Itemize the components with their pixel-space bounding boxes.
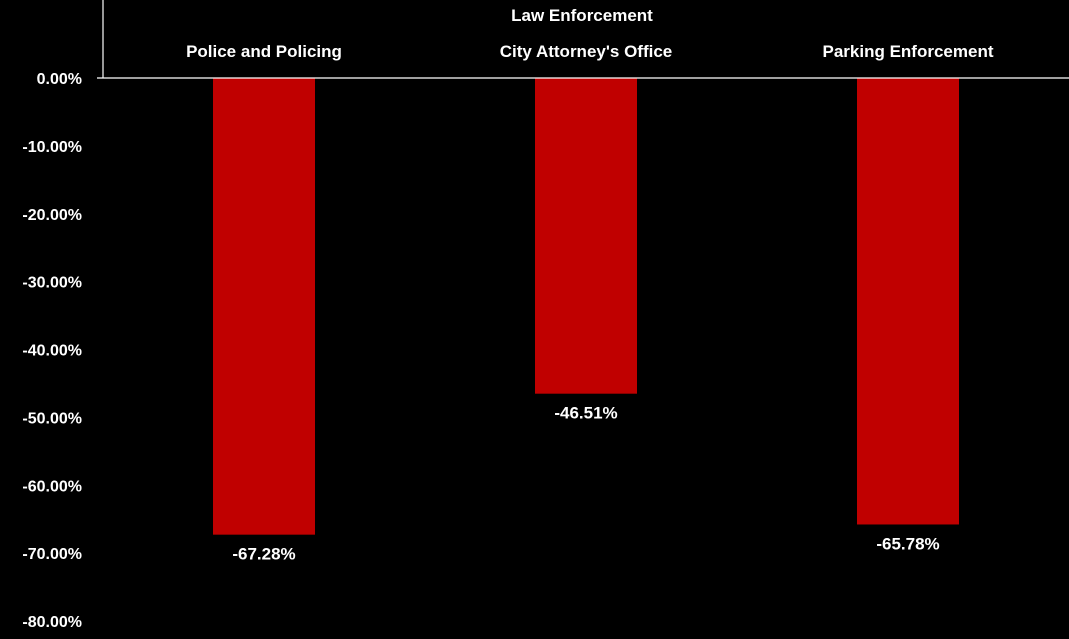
data-label: -67.28%	[232, 545, 295, 564]
y-tick-label: -70.00%	[22, 546, 82, 563]
category-labels: Police and Policing City Attorney's Offic…	[186, 42, 994, 61]
category-label: Police and Policing	[186, 42, 342, 61]
y-tick-label: -20.00%	[22, 207, 82, 224]
bars	[213, 78, 959, 535]
bar	[535, 78, 637, 394]
category-label: City Attorney's Office	[500, 42, 673, 61]
y-tick-label: -10.00%	[22, 139, 82, 156]
data-label: -65.78%	[876, 534, 939, 553]
bar	[213, 78, 315, 535]
y-tick-label: -80.00%	[22, 614, 82, 631]
data-label: -46.51%	[554, 404, 617, 423]
data-labels: -67.28% -46.51% -65.78%	[232, 404, 939, 564]
y-tick-label: -30.00%	[22, 275, 82, 292]
y-tick-label: 0.00%	[37, 71, 82, 88]
y-tick-label: -40.00%	[22, 343, 82, 360]
category-label: Parking Enforcement	[823, 42, 994, 61]
axes	[97, 0, 1069, 79]
bar	[857, 78, 959, 525]
group-label: Law Enforcement	[511, 6, 653, 25]
y-tick-label: -50.00%	[22, 410, 82, 427]
y-axis-ticks: 0.00% -10.00% -20.00% -30.00% -40.00% -50.00%…	[22, 71, 82, 631]
y-tick-label: -60.00%	[22, 478, 82, 495]
